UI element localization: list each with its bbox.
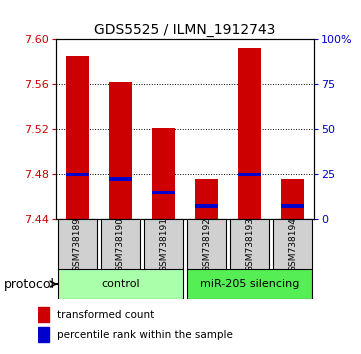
Bar xyxy=(38,307,49,322)
Bar xyxy=(152,191,175,194)
Text: GSM738189: GSM738189 xyxy=(73,217,82,272)
Text: protocol: protocol xyxy=(4,278,55,291)
Bar xyxy=(109,177,132,181)
Bar xyxy=(58,269,183,299)
Text: GSM738190: GSM738190 xyxy=(116,217,125,272)
Bar xyxy=(144,219,183,269)
Text: GSM738193: GSM738193 xyxy=(245,217,254,272)
Bar xyxy=(101,219,140,269)
Text: GSM738191: GSM738191 xyxy=(159,217,168,272)
Bar xyxy=(187,269,312,299)
Bar xyxy=(66,173,89,176)
Text: percentile rank within the sample: percentile rank within the sample xyxy=(57,330,233,339)
Bar xyxy=(230,219,269,269)
Text: GSM738194: GSM738194 xyxy=(288,217,297,272)
Bar xyxy=(238,48,261,219)
Bar xyxy=(281,204,304,208)
Text: GSM738192: GSM738192 xyxy=(202,217,211,272)
Text: miR-205 silencing: miR-205 silencing xyxy=(200,279,299,289)
Bar xyxy=(58,219,97,269)
Bar xyxy=(38,327,49,342)
Bar xyxy=(109,82,132,219)
Bar xyxy=(187,219,226,269)
Bar xyxy=(66,56,89,219)
Bar xyxy=(152,128,175,219)
Bar xyxy=(273,219,312,269)
Bar xyxy=(281,179,304,219)
Text: transformed count: transformed count xyxy=(57,309,155,320)
Text: control: control xyxy=(101,279,140,289)
Title: GDS5525 / ILMN_1912743: GDS5525 / ILMN_1912743 xyxy=(94,23,276,36)
Bar xyxy=(195,179,218,219)
Bar xyxy=(238,173,261,176)
Bar xyxy=(195,204,218,208)
